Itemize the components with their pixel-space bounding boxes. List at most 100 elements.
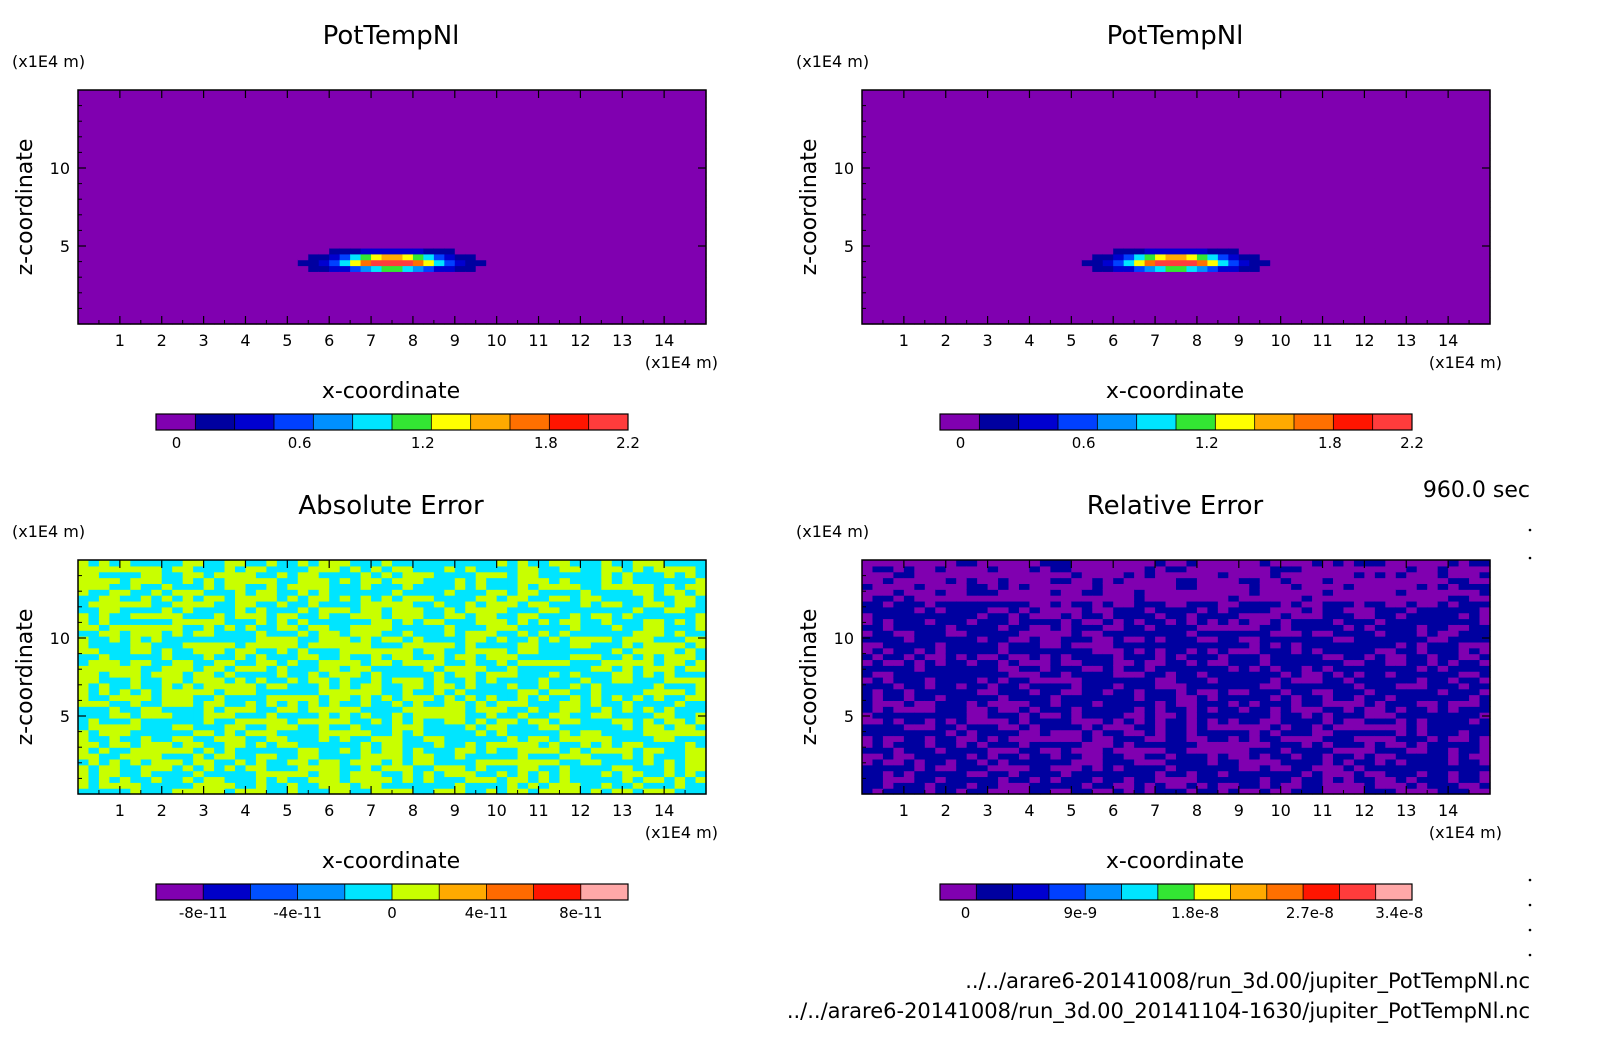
heatmap-cell <box>465 154 477 161</box>
heatmap-cell <box>1123 294 1135 302</box>
heatmap-cell <box>486 253 498 261</box>
heatmap-cell <box>130 236 142 243</box>
heatmap-cell <box>423 283 435 290</box>
heatmap-cell <box>266 195 278 202</box>
heatmap-cell <box>966 171 978 179</box>
heatmap-cell <box>1259 177 1271 185</box>
heatmap-cell <box>1374 283 1386 290</box>
heatmap-cell <box>1333 224 1345 231</box>
heatmap-cell <box>1207 101 1219 109</box>
heatmap-cell <box>78 154 90 161</box>
heatmap-cell <box>611 259 623 267</box>
heatmap-cell <box>1092 95 1104 103</box>
heatmap-cell <box>1301 90 1313 97</box>
heatmap-cell <box>486 271 498 278</box>
heatmap-cell <box>454 101 466 109</box>
heatmap-cell <box>1469 125 1481 132</box>
heatmap-cell <box>622 130 634 138</box>
heatmap-cell <box>1092 113 1104 120</box>
heatmap-cell <box>1238 125 1250 132</box>
heatmap-cell <box>88 142 100 150</box>
heatmap-cell <box>339 189 351 196</box>
heatmap-cell <box>653 306 665 313</box>
heatmap-cell <box>329 160 341 167</box>
heatmap-cell <box>653 125 665 132</box>
heatmap-cell <box>924 160 936 167</box>
heatmap-cell <box>496 271 508 278</box>
heatmap-cell <box>1322 224 1334 231</box>
heatmap-cell <box>350 177 362 185</box>
heatmap-cell <box>1343 90 1355 97</box>
heatmap-cell <box>1385 166 1397 173</box>
heatmap-cell <box>935 300 947 308</box>
heatmap-cell <box>1364 171 1376 179</box>
heatmap-cell <box>643 306 655 313</box>
heatmap-cell <box>161 236 173 243</box>
heatmap-cell <box>528 201 540 208</box>
heatmap-cell <box>580 160 592 167</box>
heatmap-cell <box>1270 242 1282 249</box>
heatmap-cell <box>266 312 278 319</box>
heatmap-cell <box>924 312 936 319</box>
heatmap-cell <box>412 247 424 255</box>
heatmap-cell <box>151 283 163 290</box>
heatmap-cell <box>914 177 926 185</box>
heatmap-cell <box>1155 183 1167 191</box>
heatmap-cell <box>695 212 707 220</box>
heatmap-cell <box>1406 113 1418 120</box>
heatmap-cell <box>412 253 424 261</box>
heatmap-cell <box>1437 318 1449 325</box>
heatmap-cell <box>119 148 131 155</box>
heatmap-cell <box>1312 125 1324 132</box>
heatmap-cell <box>1176 259 1188 267</box>
heatmap-cell <box>1437 265 1449 272</box>
heatmap-cell <box>1050 189 1062 196</box>
heatmap-cell <box>935 230 947 237</box>
heatmap-cell <box>224 125 236 132</box>
heatmap-cell <box>486 142 498 150</box>
heatmap-cell <box>98 277 110 284</box>
heatmap-cell <box>465 183 477 191</box>
heatmap-cell <box>119 177 131 185</box>
heatmap-cell <box>1207 259 1219 267</box>
heatmap-cell <box>350 253 362 261</box>
heatmap-cell <box>381 212 393 220</box>
heatmap-cell <box>528 277 540 284</box>
heatmap-cell <box>590 247 602 255</box>
heatmap-cell <box>276 171 288 179</box>
heatmap-cell <box>1479 224 1491 231</box>
heatmap-cell <box>1165 160 1177 167</box>
heatmap-cell <box>862 265 874 272</box>
heatmap-cell <box>402 90 414 97</box>
colorbar-swatch <box>392 414 432 430</box>
heatmap-cell <box>538 125 550 132</box>
heatmap-cell <box>945 224 957 231</box>
heatmap-cell <box>360 300 372 308</box>
heatmap-cell <box>371 277 383 284</box>
heatmap-cell <box>329 113 341 120</box>
heatmap-cell <box>235 177 247 185</box>
heatmap-cell <box>203 195 215 202</box>
heatmap-cell <box>433 294 445 302</box>
heatmap-cell <box>998 306 1010 313</box>
heatmap-cell <box>318 288 330 296</box>
heatmap-cell <box>255 224 267 231</box>
heatmap-cell <box>1416 125 1428 132</box>
heatmap-cell <box>1458 201 1470 208</box>
heatmap-cell <box>276 283 288 290</box>
heatmap-cell <box>590 113 602 120</box>
heatmap-cell <box>1479 242 1491 249</box>
heatmap-cell <box>1019 130 1031 138</box>
heatmap-cell <box>538 259 550 267</box>
heatmap-cell <box>1186 171 1198 179</box>
heatmap-cell <box>1427 288 1439 296</box>
heatmap-cell <box>1448 306 1460 313</box>
heatmap-cell <box>1374 183 1386 191</box>
heatmap-cell <box>549 125 561 132</box>
heatmap-cell <box>98 119 110 126</box>
heatmap-cell <box>1155 271 1167 278</box>
heatmap-cell <box>203 113 215 120</box>
heatmap-cell <box>1270 312 1282 319</box>
heatmap-cell <box>140 195 152 202</box>
heatmap-cell <box>172 177 184 185</box>
